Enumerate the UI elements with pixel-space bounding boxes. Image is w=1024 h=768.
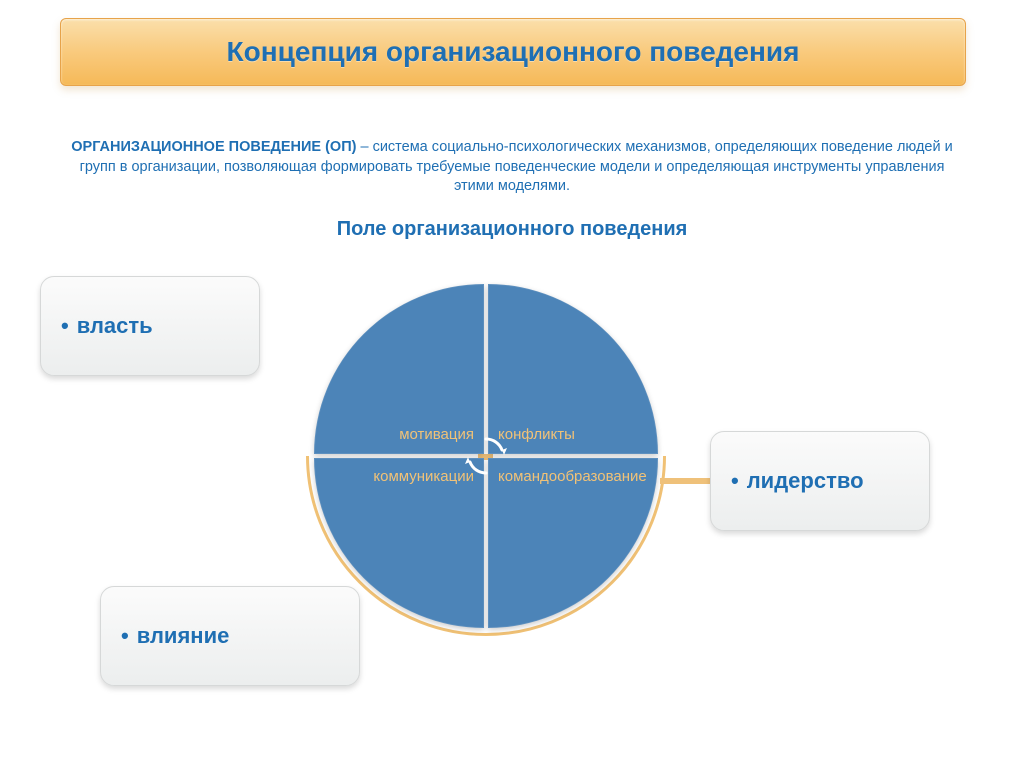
box-leadership: • лидерство: [710, 431, 930, 531]
bullet-icon: •: [731, 468, 739, 494]
diagram-area: мотивация конфликты коммуникации командо…: [60, 256, 964, 736]
title-bar: Концепция организационного поведения: [60, 18, 966, 86]
box-influence: • влияние: [100, 586, 360, 686]
box-label: влияние: [137, 623, 230, 649]
definition-term: ОРГАНИЗАЦИОННОЕ ПОВЕДЕНИЕ (ОП): [71, 139, 356, 155]
bullet-icon: •: [121, 623, 129, 649]
circle-chart: мотивация конфликты коммуникации командо…: [306, 276, 666, 636]
connector-line: [660, 478, 714, 484]
cycle-icon: [456, 426, 516, 486]
subtitle: Поле организационного поведения: [0, 218, 1024, 241]
box-label: власть: [77, 313, 153, 339]
box-label: лидерство: [747, 468, 864, 494]
box-power: • власть: [40, 276, 260, 376]
definition-block: ОРГАНИЗАЦИОННОЕ ПОВЕДЕНИЕ (ОП) – система…: [60, 138, 964, 197]
page-title: Концепция организационного поведения: [227, 36, 800, 68]
bullet-icon: •: [61, 313, 69, 339]
